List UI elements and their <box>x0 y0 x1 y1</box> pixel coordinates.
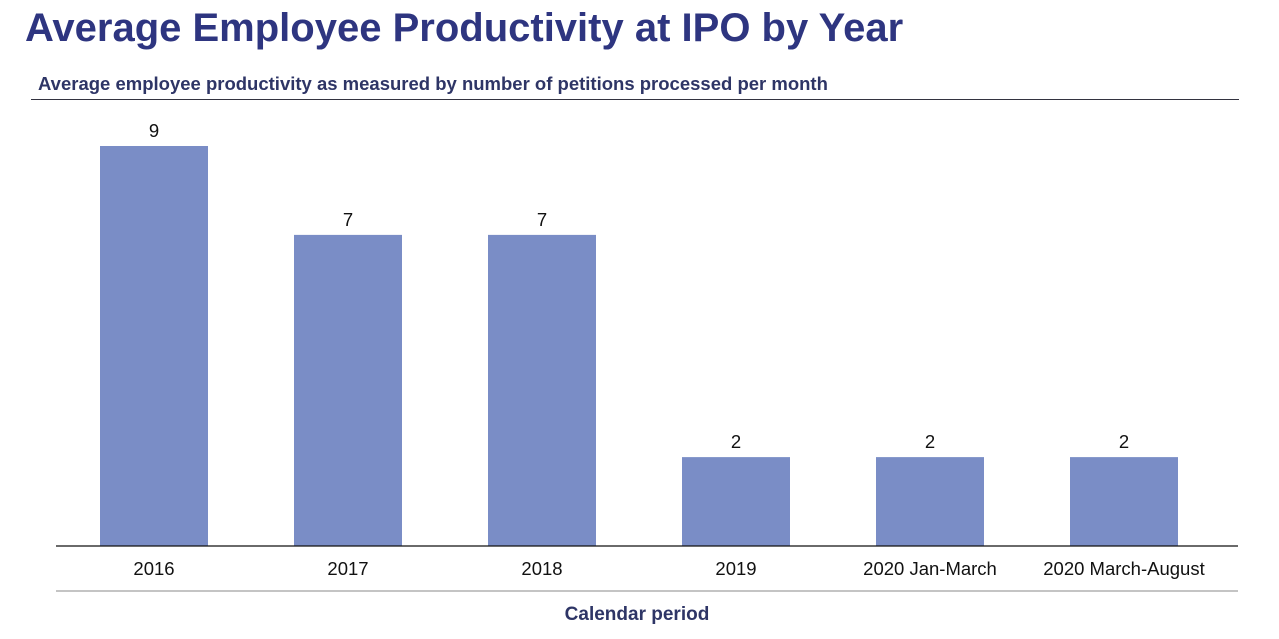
data-label: 2 <box>1119 431 1129 452</box>
data-label: 2 <box>731 431 741 452</box>
chart-subtitle: Average employee productivity as measure… <box>38 73 828 94</box>
x-axis-label: Calendar period <box>565 604 710 625</box>
subtitle-divider <box>31 99 1239 100</box>
bars-group <box>100 146 1178 546</box>
bar-2020-march-august <box>1070 457 1178 546</box>
bar-2019 <box>682 457 790 546</box>
bar-2020-jan-march <box>876 457 984 546</box>
bar-2018 <box>488 234 596 546</box>
x-tick-label: 2020 Jan-March <box>863 558 997 579</box>
data-labels-group: 9 7 7 2 2 2 <box>149 120 1129 452</box>
x-tick-label: 2016 <box>133 558 174 579</box>
x-tick-label: 2020 March-August <box>1043 558 1204 579</box>
data-label: 7 <box>343 209 353 230</box>
bar-2016 <box>100 146 208 546</box>
bar-2017 <box>294 234 402 546</box>
x-tick-label: 2019 <box>715 558 756 579</box>
data-label: 7 <box>537 209 547 230</box>
x-tick-labels-group: 2016 2017 2018 2019 2020 Jan-March 2020 March… <box>133 558 1204 579</box>
data-label: 9 <box>149 120 159 141</box>
chart-title: Average Employee Productivity at IPO by … <box>25 6 904 50</box>
data-label: 2 <box>925 431 935 452</box>
x-tick-label: 2018 <box>521 558 562 579</box>
x-tick-label: 2017 <box>327 558 368 579</box>
